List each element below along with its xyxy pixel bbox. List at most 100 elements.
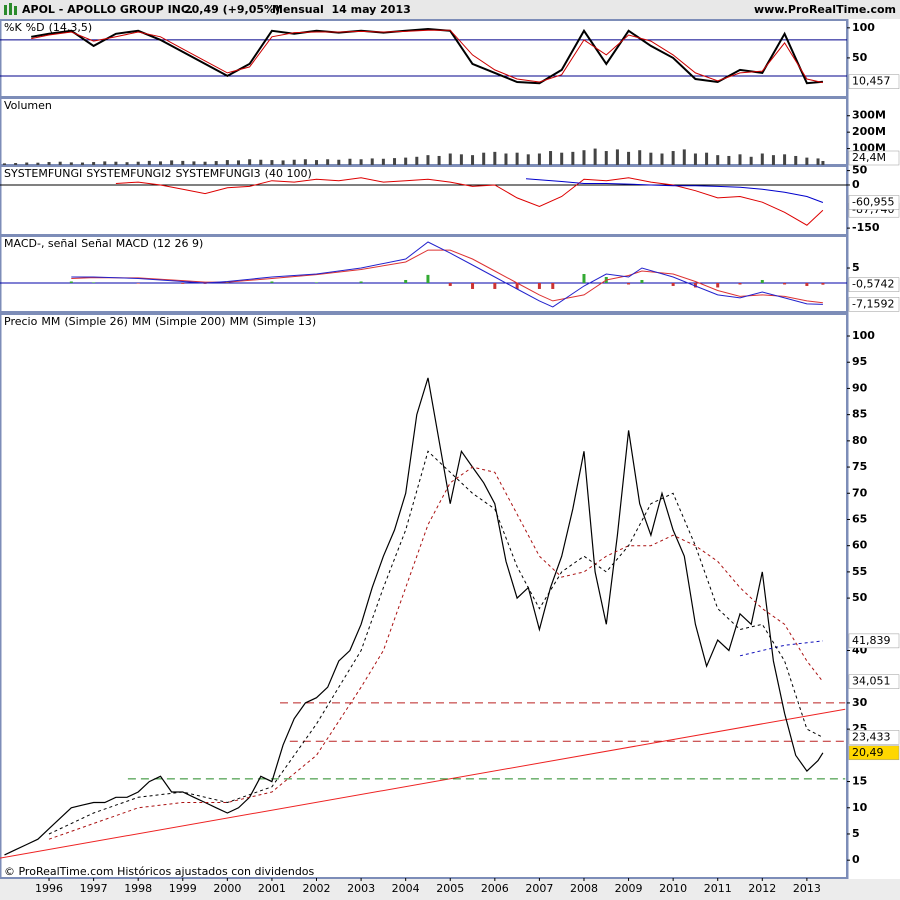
bar [682, 149, 686, 165]
bar [537, 282, 541, 289]
y-tick-label: 65 [852, 512, 867, 525]
y-tick-label: 80 [852, 434, 868, 447]
bar [615, 149, 619, 165]
legend-entry: Señal [81, 237, 112, 250]
x-tick-label: 2011 [704, 882, 732, 895]
last-value-box [848, 277, 900, 292]
x-tick-label: 2013 [793, 882, 821, 895]
last-value-box [848, 633, 900, 649]
legend-entry: (Simple 26) [64, 315, 128, 328]
last-value-label: 20,49 [852, 746, 884, 759]
bar [593, 148, 597, 165]
legend-entry: MM [230, 315, 249, 328]
bar [404, 157, 408, 165]
bar [537, 153, 541, 165]
bar [359, 281, 363, 283]
series-line [31, 29, 824, 84]
bar [504, 153, 508, 165]
bar [705, 152, 709, 165]
symbol: APOL - APOLLO GROUP INC. [22, 3, 193, 16]
series-line [739, 640, 823, 657]
bar [69, 162, 73, 165]
y-tick-label: 15 [852, 775, 867, 788]
series-line [525, 178, 824, 203]
x-tick-label: 2003 [347, 882, 375, 895]
x-tick-label: 2006 [481, 882, 509, 895]
bar [136, 282, 140, 284]
last-value-label: 10,457 [852, 75, 891, 88]
legend-entry: MM [41, 315, 60, 328]
x-tick-label: 2009 [615, 882, 643, 895]
bar [448, 282, 452, 286]
bar [493, 282, 497, 289]
bar [760, 279, 764, 283]
bar [103, 161, 107, 165]
y-tick-label: 55 [852, 565, 867, 578]
bar [821, 282, 825, 285]
bar [571, 151, 575, 165]
bar [170, 160, 174, 165]
bar [281, 160, 285, 165]
y-tick-label: 85 [852, 408, 867, 421]
bar [2, 163, 6, 165]
x-tick-label: 2002 [303, 882, 331, 895]
bar [36, 162, 40, 165]
bar [158, 161, 162, 165]
bar [69, 281, 73, 283]
bar [80, 162, 84, 165]
bar [582, 150, 586, 165]
y-tick-label: 70 [852, 486, 868, 499]
series-line [4, 377, 824, 856]
bar [560, 152, 564, 165]
last-value-label: -60,955 [852, 195, 894, 208]
bar [92, 282, 96, 283]
last-value-label: -0,5742 [852, 278, 894, 291]
bar [549, 151, 553, 165]
bar [415, 156, 419, 165]
y-tick-label: 10 [852, 801, 868, 814]
y-tick-label: 90 [852, 381, 868, 394]
bar [551, 282, 555, 289]
legend-entry: (12 26 9) [153, 237, 204, 250]
y-tick-label: 300M [852, 109, 886, 122]
bar [638, 150, 642, 165]
y-tick-label: 0 [852, 178, 860, 191]
bar [693, 153, 697, 165]
x-tick-label: 2007 [525, 882, 553, 895]
bar [716, 282, 720, 288]
bar [136, 161, 140, 165]
legend-entry: (14,3,5) [49, 21, 93, 34]
bar [821, 160, 825, 165]
bar [493, 151, 497, 165]
bar [114, 161, 118, 165]
bar [671, 282, 675, 286]
bar [671, 151, 675, 165]
bar [471, 155, 475, 165]
bar [181, 282, 185, 284]
y-tick-label: 30 [852, 696, 868, 709]
bar [526, 154, 530, 165]
bar [14, 163, 18, 165]
bar [303, 159, 307, 165]
quote: 20,49 (+9,05%) [184, 3, 280, 16]
header-bar [0, 0, 900, 19]
y-tick-label: 50 [852, 591, 868, 604]
legend-entry: MACD [116, 237, 149, 250]
legend-entry: MACD-, señal [4, 237, 77, 250]
x-tick-label: 2008 [570, 882, 598, 895]
y-tick-label: 5 [852, 827, 860, 840]
bar [816, 158, 820, 165]
bar [649, 152, 653, 165]
bar [693, 282, 697, 288]
x-tick-label: 2010 [659, 882, 687, 895]
header-icon [4, 5, 7, 15]
bar [404, 279, 408, 283]
last-value-label: 23,433 [852, 730, 891, 743]
last-value-label: 34,051 [852, 675, 891, 688]
bar [225, 282, 229, 283]
x-tick-label: 1996 [35, 882, 63, 895]
legend-entry: (Simple 13) [253, 315, 317, 328]
bar [627, 282, 631, 285]
